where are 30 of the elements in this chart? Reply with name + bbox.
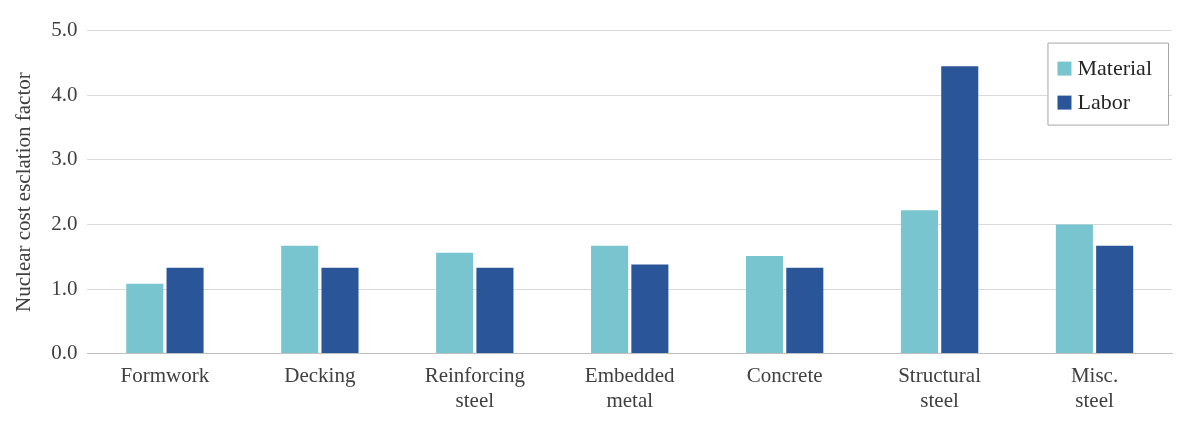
y-tick-label: 3.0 (51, 146, 78, 171)
x-tick-label: Structural steel (898, 362, 982, 412)
x-tick-label: Misc. steel (1070, 362, 1119, 412)
bar (941, 66, 979, 354)
bar (321, 267, 359, 354)
bar (476, 267, 514, 354)
bar (745, 256, 784, 354)
bar (1055, 224, 1093, 354)
bar (631, 264, 669, 354)
bar (166, 267, 204, 354)
legend-label: Material (1077, 55, 1153, 81)
bar (1096, 245, 1134, 354)
y-tick-label: 4.0 (51, 81, 78, 106)
bar (900, 210, 938, 354)
bar (126, 283, 164, 354)
y-axis-title: Nuclear cost esclation factor (11, 72, 36, 312)
x-tick-label: Concrete (746, 362, 823, 387)
y-tick-label: 1.0 (51, 275, 78, 300)
x-tick-label: Reinforcing steel (424, 362, 526, 412)
bar (436, 252, 474, 354)
y-tick-label: 0.0 (51, 340, 78, 365)
x-tick-label: Embedded metal (584, 362, 676, 412)
bar (281, 245, 319, 354)
x-tick-label: Formwork (120, 362, 210, 387)
bar (786, 267, 824, 354)
y-tick-label: 2.0 (51, 210, 78, 235)
bar (591, 245, 629, 354)
y-tick-label: 5.0 (51, 17, 78, 42)
x-tick-label: Decking (284, 362, 356, 387)
legend-label: Labor (1077, 89, 1131, 115)
